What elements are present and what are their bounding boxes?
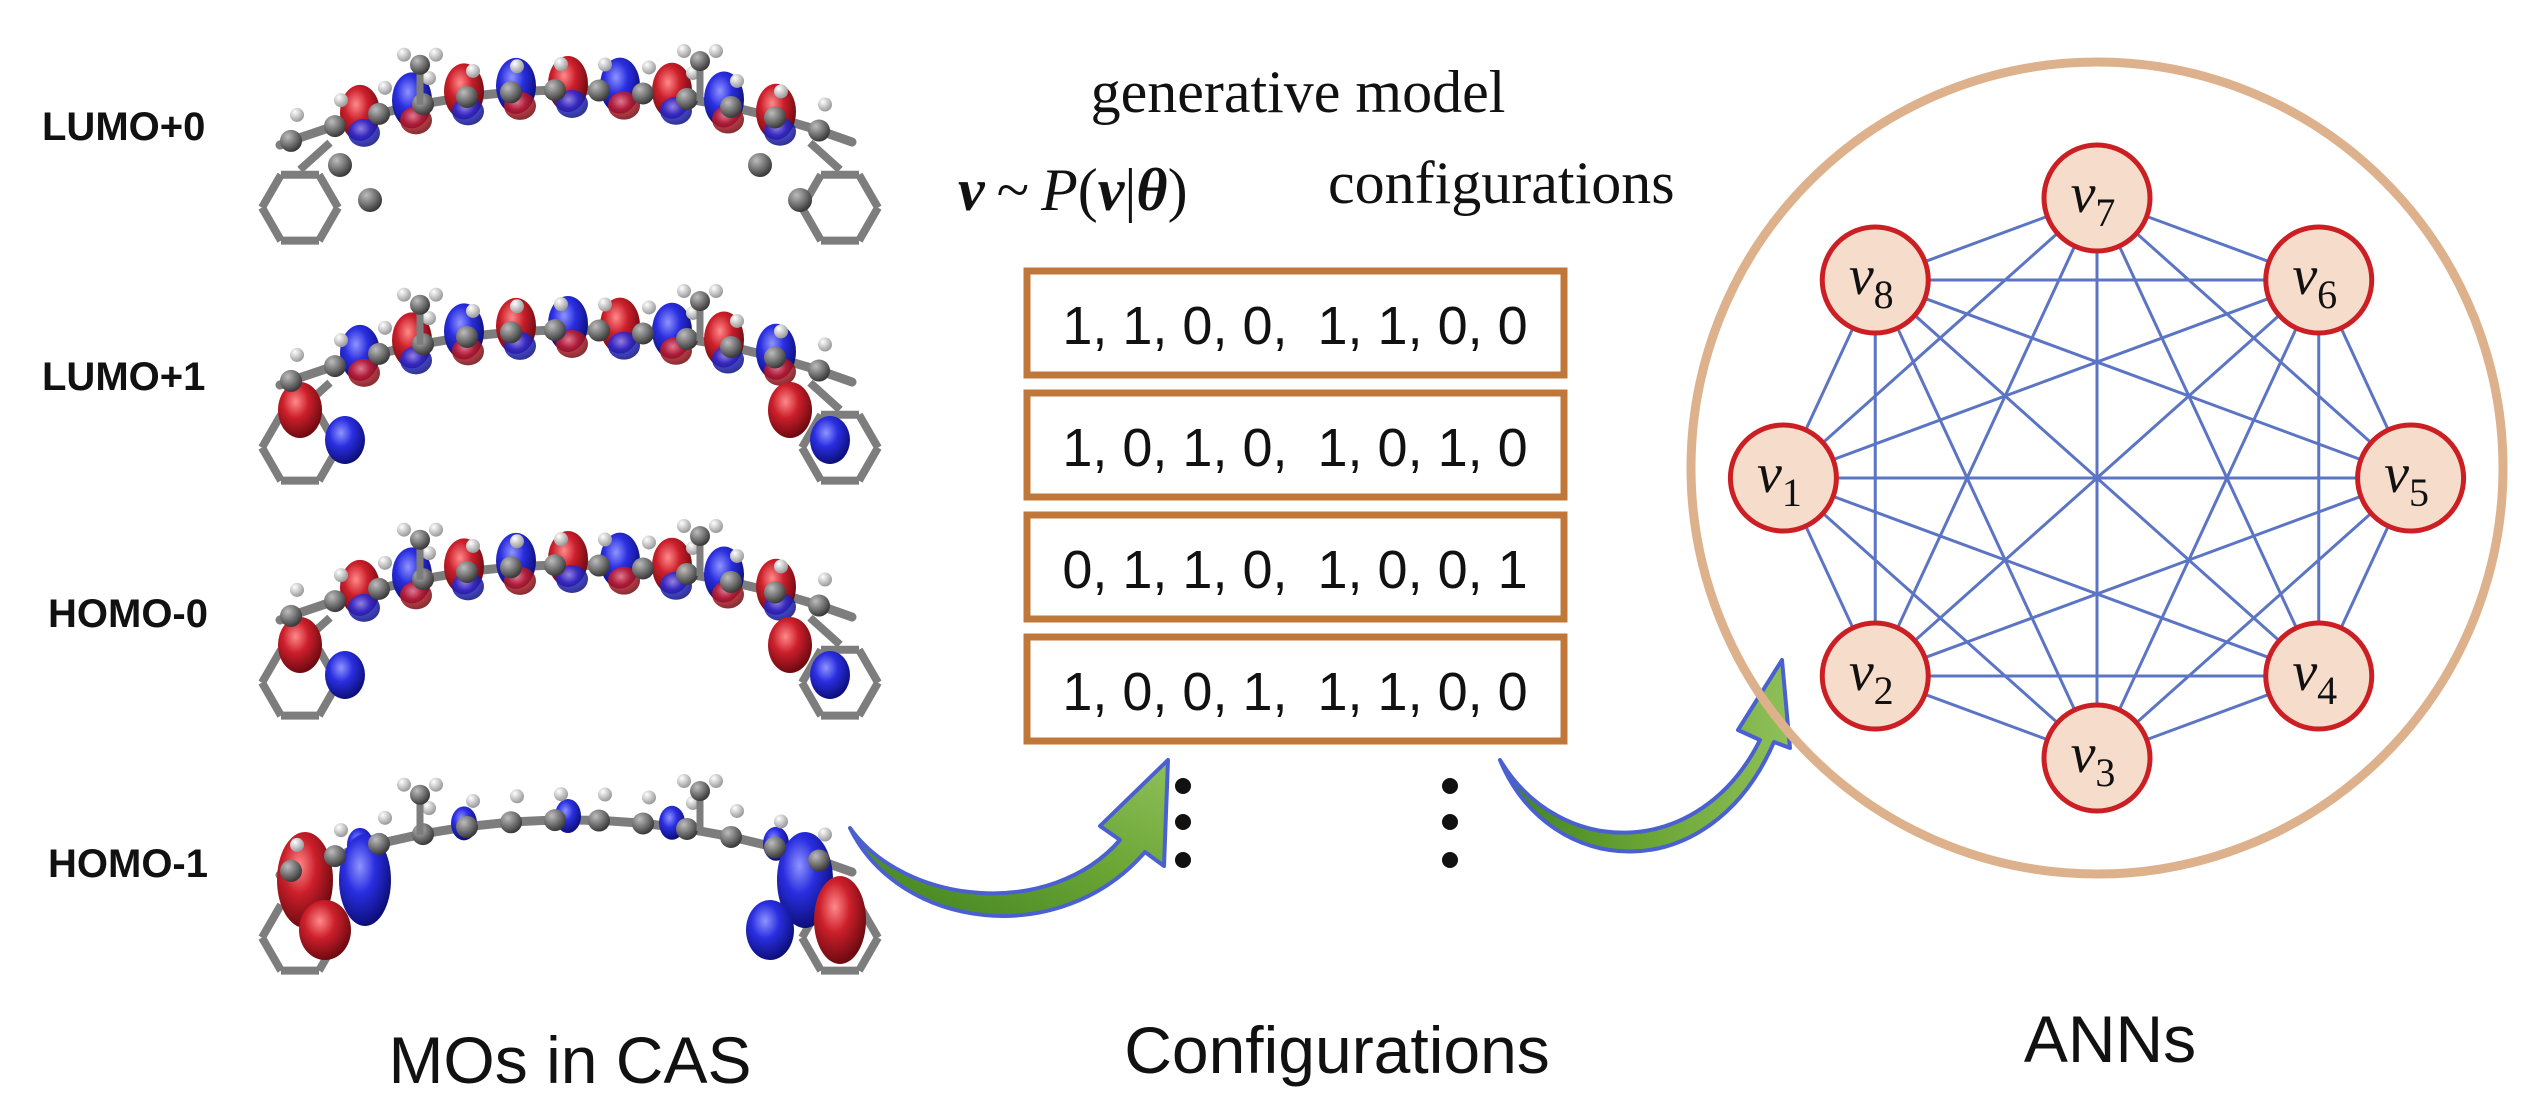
formula-line: v ~ P(v|θ) configurations xyxy=(958,150,1675,223)
configurations-caption: Configurations xyxy=(1124,1013,1550,1087)
ann-edge xyxy=(2096,196,2412,480)
molecule-orbital-homo1 xyxy=(258,774,882,975)
config-row-4: 1, 0, 0, 1, 1, 1, 0, 0 xyxy=(1023,633,1568,745)
configurations-heading: configurations xyxy=(1328,150,1675,216)
ann-node-label: v7 xyxy=(2071,163,2116,235)
ann-edge xyxy=(1874,278,2412,480)
probability-formula: v ~ P(v|θ) xyxy=(958,157,1188,223)
ellipsis-left xyxy=(1175,778,1191,868)
ann-node-circle xyxy=(1819,224,1931,336)
ann-node-label: v2 xyxy=(1849,641,1894,713)
mo-label-lumo1: LUMO+1 xyxy=(42,355,205,399)
ann-edge xyxy=(1782,476,2320,678)
arrow-config-to-ann xyxy=(1498,658,1792,854)
ellipsis-right xyxy=(1442,778,1458,868)
molecule-orbital-lumo1 xyxy=(258,284,882,485)
ann-boundary-ring xyxy=(1686,57,2508,879)
ann-edge xyxy=(2095,197,2321,677)
config-row-3: 0, 1, 1, 0, 1, 0, 0, 1 xyxy=(1023,511,1568,623)
molecule-orbital-homo0 xyxy=(258,519,882,720)
arrow-mo-to-config xyxy=(848,758,1170,918)
molecule-orbital-lumo0 xyxy=(258,44,882,245)
ann-node-v4: v4 xyxy=(2263,620,2375,732)
ann-edge xyxy=(1873,197,2099,677)
ann-node-circle xyxy=(1727,422,1839,534)
config-row-1: 1, 1, 0, 0, 1, 1, 0, 0 xyxy=(1023,267,1568,379)
config-row-1-values: 1, 1, 0, 0, 1, 1, 0, 0 xyxy=(1062,296,1527,356)
ann-node-label: v5 xyxy=(2384,443,2429,515)
ann-node-circle xyxy=(2355,422,2467,534)
ann-node-circle xyxy=(2263,620,2375,732)
ann-node-circle xyxy=(2263,224,2375,336)
config-row-2-values: 1, 0, 1, 0, 1, 0, 1, 0 xyxy=(1062,418,1527,478)
generative-model-heading: generative model xyxy=(1091,59,1506,125)
ann-node-circle xyxy=(2041,702,2153,814)
mo-caption: MOs in CAS xyxy=(388,1023,751,1097)
ann-node-circle xyxy=(1819,620,1931,732)
config-row-4-values: 1, 0, 0, 1, 1, 1, 0, 0 xyxy=(1062,662,1527,722)
ann-node-label: v6 xyxy=(2292,245,2337,317)
ann-node-v5: v5 xyxy=(2355,422,2467,534)
ann-node-v2: v2 xyxy=(1819,620,1931,732)
mo-label-lumo0: LUMO+0 xyxy=(42,105,205,149)
mo-labels: LUMO+0 LUMO+1 HOMO-0 HOMO-1 xyxy=(42,105,208,886)
mo-label-homo1: HOMO-1 xyxy=(48,842,208,886)
mo-label-homo0: HOMO-0 xyxy=(48,592,208,636)
ann-nodes: v1 v2 v3 v4 v5 v6 v7 v8 xyxy=(1727,142,2467,814)
config-row-3-values: 0, 1, 1, 0, 1, 0, 0, 1 xyxy=(1062,540,1527,600)
ann-node-label: v8 xyxy=(1849,245,1894,317)
ann-edge xyxy=(1874,476,2412,678)
ann-node-v7: v7 xyxy=(2041,142,2153,254)
configuration-list: 1, 1, 0, 0, 1, 1, 0, 0 1, 0, 1, 0, 1, 0,… xyxy=(1023,267,1568,745)
ann-caption: ANNs xyxy=(2024,1002,2196,1076)
ann-edge xyxy=(1873,279,2099,759)
ann-edge xyxy=(1874,278,2320,678)
config-row-2: 1, 0, 1, 0, 1, 0, 1, 0 xyxy=(1023,389,1568,501)
ann-node-v1: v1 xyxy=(1727,422,1839,534)
ann-edge xyxy=(2095,279,2321,759)
ann-node-label: v3 xyxy=(2071,723,2116,795)
ann-edge xyxy=(1782,278,2320,480)
ann-node-v8: v8 xyxy=(1819,224,1931,336)
ann-node-label: v1 xyxy=(1757,443,1802,515)
ann-node-v6: v6 xyxy=(2263,224,2375,336)
ann-node-v3: v3 xyxy=(2041,702,2153,814)
ann-node-circle xyxy=(2041,142,2153,254)
ann-node-label: v4 xyxy=(2292,641,2337,713)
